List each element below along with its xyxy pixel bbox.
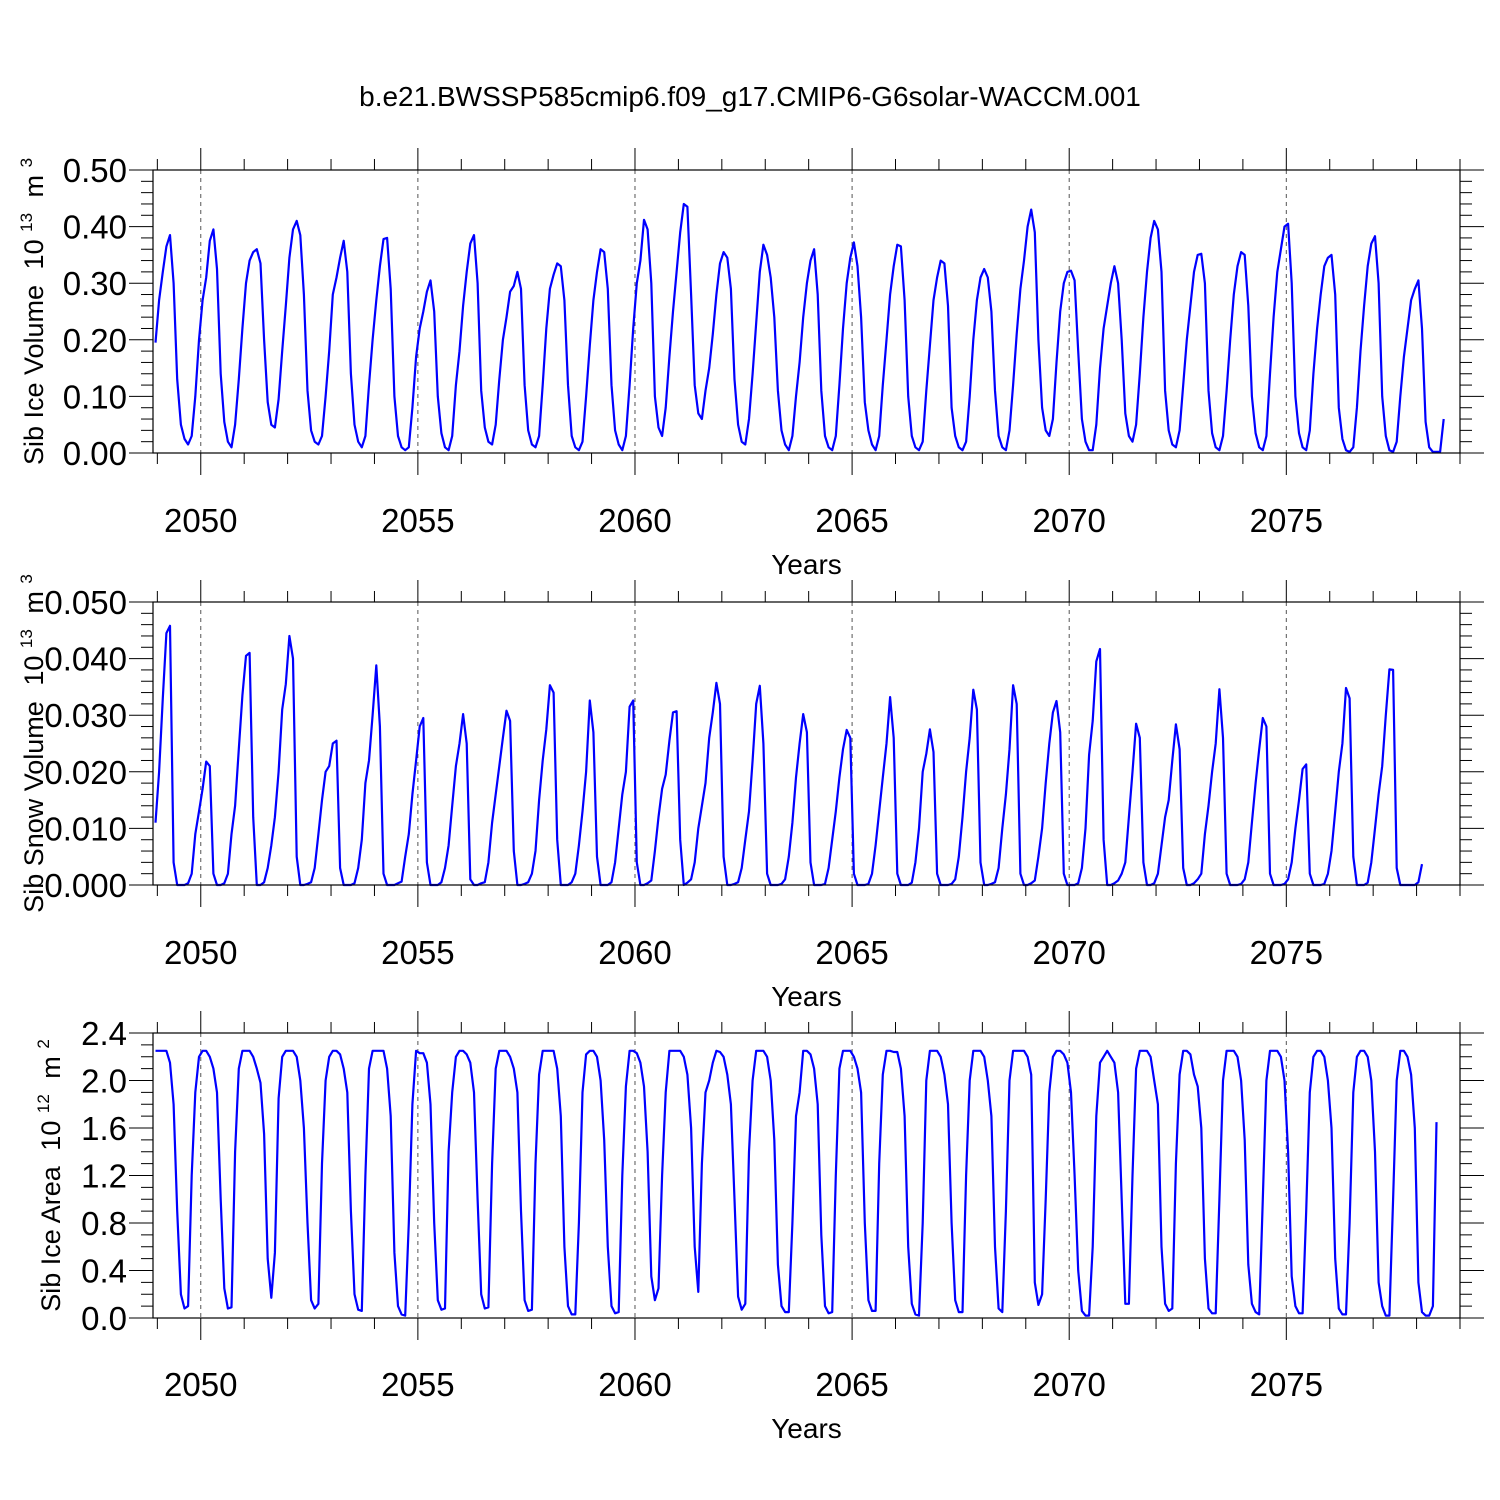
y-axis-unit-m: m bbox=[19, 175, 49, 198]
x-tick-label: 2050 bbox=[164, 934, 237, 971]
ice-area-panel: 0.00.40.81.21.62.02.4 2050 2055 2060 2065 20… bbox=[25, 1011, 1484, 1444]
y-axis-unit-power: 12 bbox=[34, 1094, 53, 1113]
y-tick-label: 2.4 bbox=[81, 1015, 127, 1052]
x-tick-label: 2065 bbox=[815, 934, 888, 971]
y-tick-label: 0.30 bbox=[63, 265, 127, 302]
y-tick-label: 2.0 bbox=[81, 1063, 127, 1100]
ice-volume-line bbox=[154, 202, 1445, 453]
plot-frame bbox=[152, 1032, 1461, 1319]
y-axis-unit-m: m bbox=[19, 591, 49, 614]
y-axis-unit-exp: 2 bbox=[34, 1039, 53, 1048]
x-tick-label: 2050 bbox=[164, 502, 237, 539]
axis-ticks bbox=[129, 580, 1484, 907]
y-tick-label: 0.8 bbox=[81, 1205, 127, 1242]
y-axis-label: Sib Ice Volume 10 13 m 3 bbox=[8, 158, 49, 465]
x-tick-label: 2055 bbox=[381, 934, 454, 971]
y-tick-label: 0.000 bbox=[44, 867, 127, 904]
y-tick-label: 0.050 bbox=[44, 584, 127, 621]
y-tick-label: 0.10 bbox=[63, 378, 127, 415]
x-tick-label: 2070 bbox=[1032, 934, 1105, 971]
x-tick-labels: 2050 2055 2060 2065 2070 2075 bbox=[164, 934, 1323, 971]
y-tick-label: 0.030 bbox=[44, 697, 127, 734]
x-tick-label: 2050 bbox=[164, 1366, 237, 1403]
x-axis-label: Years bbox=[771, 981, 842, 1012]
y-axis-unit-base: 10 bbox=[19, 239, 49, 269]
y-tick-label: 0.20 bbox=[63, 322, 127, 359]
axis-ticks bbox=[129, 1011, 1484, 1340]
y-axis-unit-m: m bbox=[36, 1056, 66, 1079]
y-tick-label: 0.040 bbox=[44, 641, 127, 678]
plot-frame bbox=[152, 169, 1461, 454]
year-gridlines bbox=[200, 170, 1287, 453]
y-axis-unit-base: 10 bbox=[36, 1121, 66, 1151]
x-axis-label: Years bbox=[771, 549, 842, 580]
x-tick-label: 2055 bbox=[381, 1366, 454, 1403]
y-axis-label-text: Sib Ice Volume bbox=[19, 285, 49, 465]
y-tick-label: 1.2 bbox=[81, 1158, 127, 1195]
y-tick-label: 0.020 bbox=[44, 754, 127, 791]
y-tick-label: 0.00 bbox=[63, 435, 127, 472]
y-tick-label: 0.50 bbox=[63, 152, 127, 189]
y-axis-unit-base: 10 bbox=[19, 656, 49, 686]
plot-frame bbox=[152, 601, 1461, 886]
ice-volume-panel: 0.00 0.10 0.20 0.30 0.40 0.50 2050 2055 2060 206… bbox=[8, 148, 1484, 580]
y-tick-label: 0.010 bbox=[44, 810, 127, 847]
x-tick-labels: 2050 2055 2060 2065 2070 2075 bbox=[164, 1366, 1323, 1403]
year-gridlines bbox=[200, 602, 1287, 885]
snow-volume-line bbox=[154, 624, 1424, 887]
y-tick-labels: 0.0 0.4 0.8 1.2 1.6 2.0 2.4 bbox=[81, 1015, 127, 1337]
x-tick-label: 2075 bbox=[1250, 1366, 1323, 1403]
y-tick-label: 0.4 bbox=[81, 1253, 127, 1290]
x-axis-label: Years bbox=[771, 1413, 842, 1444]
y-axis-unit-exp: 3 bbox=[17, 574, 36, 583]
x-tick-label: 2075 bbox=[1250, 934, 1323, 971]
x-tick-label: 2060 bbox=[598, 1366, 671, 1403]
axis-ticks bbox=[129, 148, 1484, 475]
y-axis-label-text: Sib Snow Volume bbox=[19, 701, 49, 913]
y-axis-unit-exp: 3 bbox=[17, 158, 36, 167]
x-tick-label: 2070 bbox=[1032, 1366, 1105, 1403]
ice-area-line bbox=[155, 1049, 1438, 1317]
x-tick-label: 2065 bbox=[815, 502, 888, 539]
x-tick-label: 2060 bbox=[598, 934, 671, 971]
x-tick-label: 2070 bbox=[1032, 502, 1105, 539]
y-axis-label: Sib Ice Area 10 12 m 2 bbox=[25, 1039, 66, 1312]
y-axis-label: Sib Snow Volume 10 13 m 3 bbox=[8, 574, 49, 913]
y-tick-label: 1.6 bbox=[81, 1110, 127, 1147]
y-tick-labels: 0.000 0.010 0.020 0.030 0.040 0.050 bbox=[44, 584, 127, 904]
y-tick-label: 0.0 bbox=[81, 1300, 127, 1337]
y-tick-labels: 0.00 0.10 0.20 0.30 0.40 0.50 bbox=[63, 152, 127, 472]
y-axis-unit-power: 13 bbox=[17, 213, 36, 232]
y-tick-label: 0.40 bbox=[63, 209, 127, 246]
figure-title: b.e21.BWSSP585cmip6.f09_g17.CMIP6-G6sola… bbox=[359, 81, 1141, 112]
y-axis-unit-power: 13 bbox=[17, 629, 36, 648]
x-tick-label: 2060 bbox=[598, 502, 671, 539]
x-tick-label: 2075 bbox=[1250, 502, 1323, 539]
x-tick-labels: 2050 2055 2060 2065 2070 2075 bbox=[164, 502, 1323, 539]
x-tick-label: 2055 bbox=[381, 502, 454, 539]
x-tick-label: 2065 bbox=[815, 1366, 888, 1403]
y-axis-label-text: Sib Ice Area bbox=[36, 1165, 66, 1312]
